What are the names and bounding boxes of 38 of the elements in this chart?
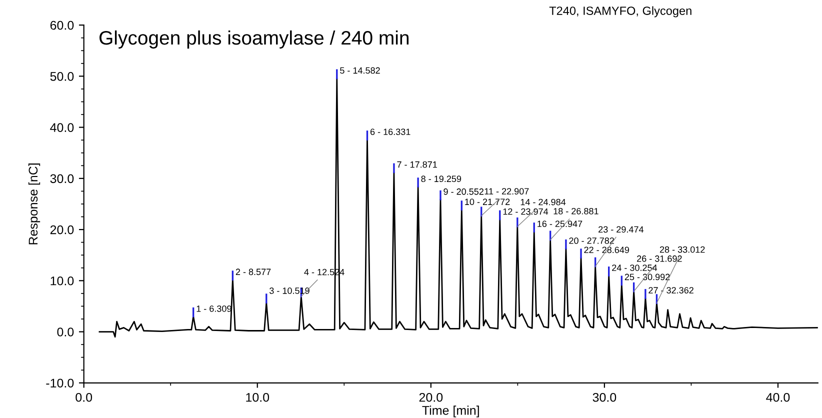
annotation: 24 - 30.254 xyxy=(612,264,658,271)
y-tick-label: -10.0 xyxy=(46,378,74,388)
y-tick-label: 60.0 xyxy=(50,20,74,30)
x-tick-label: 20.0 xyxy=(419,392,443,402)
annotation: 5 - 14.582 xyxy=(340,67,380,74)
x-tick-label: 40.0 xyxy=(766,392,790,402)
annotation: 14 - 24.984 xyxy=(520,198,566,206)
annotation: 18 - 26.881 xyxy=(554,208,598,214)
annotation: 7 - 17.871 xyxy=(397,161,437,168)
annotation: 28 - 33.012 xyxy=(660,246,705,253)
chart-title: Glycogen plus isoamylase / 240 min xyxy=(100,30,409,49)
annotation: 6 - 16.331 xyxy=(370,128,410,136)
annotation: 2 - 8.577 xyxy=(236,268,271,276)
x-tick-label: 30.0 xyxy=(592,392,616,402)
annotation: 16 - 25.947 xyxy=(538,220,582,228)
annotation: 26 - 31.692 xyxy=(637,255,682,262)
y-tick-label: 20.0 xyxy=(50,225,74,234)
annotation: 8 - 19.259 xyxy=(421,176,462,182)
x-axis-title: Time [min] xyxy=(422,406,479,418)
x-tick-label: 0.0 xyxy=(76,392,92,402)
y-tick-label: 30.0 xyxy=(50,174,74,184)
annotation: 1 - 6.309 xyxy=(196,305,232,312)
line-series xyxy=(98,78,818,338)
annotation: 20 - 27.782 xyxy=(569,238,614,244)
x-tick-label: 10.0 xyxy=(246,392,270,402)
y-axis-title: Response [nC] xyxy=(28,164,40,244)
annotation: 22 - 28.649 xyxy=(584,246,630,254)
chart-subtitle: T240, ISAMYFO, Glycogen xyxy=(549,6,692,18)
y-tick-label: 40.0 xyxy=(50,123,74,132)
annotation: 25 - 30.992 xyxy=(624,274,670,280)
y-tick-label: 50.0 xyxy=(50,72,74,81)
annotation: 12 - 23.974 xyxy=(503,208,548,215)
annotation: 11 - 22.907 xyxy=(484,188,529,195)
annotation: 23 - 29.474 xyxy=(598,226,644,233)
y-tick-label: 10.0 xyxy=(50,276,74,286)
annotation: 9 - 20.552 xyxy=(444,188,484,195)
y-tick-label: 0.0 xyxy=(57,328,74,336)
annotation: 10 - 21.772 xyxy=(465,198,510,206)
